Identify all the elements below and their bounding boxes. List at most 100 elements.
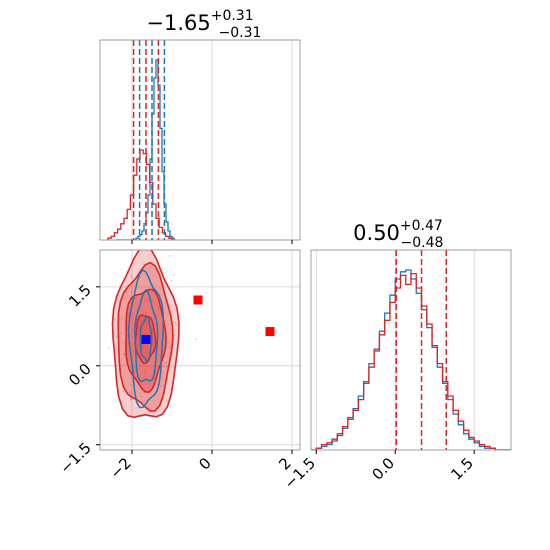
bl-sample-dot [168, 255, 171, 257]
bl-sample-dot [129, 335, 132, 337]
bl-marker-0 [141, 334, 151, 344]
bl-sample-dot [145, 312, 147, 315]
bl-sample-dot [157, 308, 160, 311]
bl-ytick-label-2: 1.5 [65, 281, 95, 311]
bl-sample-dot [159, 384, 162, 387]
bl-sample-dot [118, 294, 121, 297]
bl-sample-dot [130, 384, 132, 387]
bl-sample-dot [164, 361, 167, 364]
bl-sample-dot [129, 290, 132, 293]
tl-title-sub: −0.31 [219, 25, 262, 41]
bl-sample-dot [135, 295, 137, 298]
bl-sample-dot [162, 384, 164, 387]
bl-sample-dot [137, 368, 139, 371]
bl-sample-dot [121, 317, 123, 320]
bl-sample-dot [157, 306, 160, 309]
bl-sample-dot [153, 377, 156, 380]
bl-sample-dot [175, 323, 178, 326]
panel-top-left: −1.65+0.31 −0.31 [99, 8, 301, 244]
bl-sample-dot [130, 391, 132, 394]
tl-hist-series-1 [107, 149, 173, 240]
br-ticks: −1.5 0.0 1.5 [281, 450, 477, 493]
bl-marker-1 [193, 295, 203, 305]
bl-sample-dot [170, 279, 173, 282]
tl-hist-series-0 [116, 59, 176, 240]
panel-bottom-right: −1.5 0.0 1.5 0.50+0.47 −0.48 [281, 218, 512, 493]
bl-sample-dot [129, 341, 132, 344]
bl-sample-dot [129, 398, 132, 401]
tl-title-sup: +0.31 [211, 8, 254, 24]
bl-contour-blue-2 [127, 269, 165, 409]
bl-sample-dot [131, 329, 134, 332]
bl-sample-dot [169, 346, 172, 349]
bl-sample-dot [131, 344, 134, 346]
bl-sample-dot [172, 274, 175, 277]
br-xtick-label-1: 0.0 [368, 454, 398, 484]
br-frame [310, 249, 512, 451]
bl-contours [111, 250, 180, 419]
bl-sample-dot [167, 342, 170, 345]
br-title: 0.50+0.47 [353, 218, 443, 245]
bl-sample-dot [157, 360, 159, 363]
tl-title: −1.65+0.31 [146, 8, 253, 35]
bl-sample-dot [115, 335, 118, 338]
bl-sample-dot [114, 318, 116, 321]
tl-ticks [131, 240, 293, 244]
br-title-main: 0.50 [353, 221, 400, 245]
bl-sample-dot [152, 300, 154, 303]
bl-sample-dot [173, 334, 176, 337]
bl-points [141, 295, 275, 344]
bl-sample-dot [122, 390, 125, 393]
bl-sample-dot [107, 346, 110, 349]
bl-sample-dot [143, 299, 146, 302]
br-hist-series-0 [311, 269, 511, 450]
bl-sample-dot [145, 299, 147, 302]
bl-sample-dot [143, 375, 145, 378]
bl-sample-dot [131, 314, 134, 317]
bl-sample-dot [166, 365, 168, 368]
bl-frame [99, 249, 301, 451]
bl-sample-dot [161, 365, 164, 368]
br-title-sub: −0.48 [401, 235, 444, 251]
bl-sample-dot [154, 374, 157, 377]
br-hist-series-1 [311, 272, 511, 450]
tl-title-main: −1.65 [146, 11, 210, 35]
bl-sample-dot [161, 376, 163, 379]
bl-sample-dot [132, 350, 135, 353]
bl-sample-dot [126, 319, 129, 322]
panel-bottom-left: −2 0 2−1.50.01.5 [56, 249, 301, 482]
bl-ytick-label-0: −1.5 [56, 439, 94, 477]
bl-grid [100, 250, 300, 450]
br-histograms [311, 269, 511, 450]
bl-sample-dot [149, 375, 151, 378]
bl-sample-dot [133, 298, 136, 301]
bl-sample-dot [130, 275, 133, 277]
bl-sample-dot [173, 321, 176, 324]
bl-contour-blue-1 [134, 288, 159, 383]
bl-contour-blue-0 [139, 315, 153, 362]
tl-quantiles [132, 40, 166, 240]
bl-sample-dot [131, 311, 133, 314]
bl-ytick-label-1: 0.0 [65, 360, 95, 390]
bl-sample-dot [143, 372, 146, 374]
bl-sample-dot [122, 296, 125, 299]
bl-sample-dot [146, 365, 149, 368]
tl-frame [99, 39, 301, 241]
bl-sample-dot [140, 309, 142, 312]
br-quantiles [395, 250, 448, 450]
bl-xtick-label-1: 0 [195, 454, 214, 473]
tl-histograms [107, 59, 176, 240]
bl-sample-dot [162, 344, 165, 347]
bl-sample-dot [144, 370, 147, 373]
tl-grid [131, 40, 293, 240]
bl-sample-dot [140, 395, 143, 398]
bl-xtick-label-0: −2 [106, 454, 134, 482]
bl-sample-dot [125, 291, 128, 294]
bl-sample-dot [150, 307, 152, 310]
bl-sample-dot [119, 331, 122, 334]
bl-sample-dot [195, 338, 198, 341]
br-title-sup: +0.47 [400, 218, 443, 234]
bl-marker-2 [265, 327, 275, 337]
bl-sample-dot [141, 465, 143, 467]
